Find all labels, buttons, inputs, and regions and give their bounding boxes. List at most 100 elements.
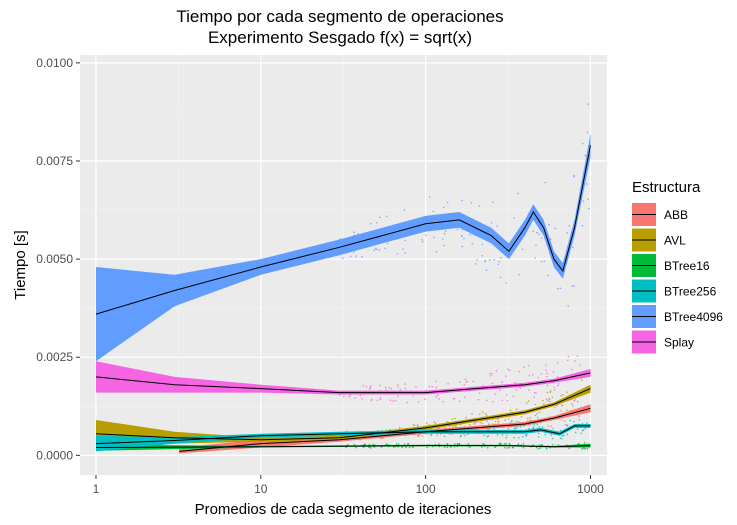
point bbox=[546, 375, 548, 378]
point bbox=[461, 199, 464, 202]
point bbox=[379, 398, 382, 401]
point bbox=[541, 399, 544, 402]
point bbox=[586, 131, 589, 134]
tick-label-x: 100 bbox=[416, 482, 436, 496]
point bbox=[407, 442, 409, 445]
point bbox=[484, 412, 487, 415]
point bbox=[401, 446, 403, 448]
point bbox=[537, 436, 540, 438]
point bbox=[456, 228, 459, 231]
point bbox=[573, 174, 575, 177]
point bbox=[390, 388, 392, 390]
point bbox=[353, 231, 355, 233]
point bbox=[438, 398, 440, 400]
point bbox=[446, 443, 449, 445]
point bbox=[463, 237, 465, 240]
point bbox=[522, 443, 525, 445]
point bbox=[343, 395, 345, 398]
point bbox=[506, 434, 508, 437]
point bbox=[556, 376, 559, 378]
point bbox=[399, 388, 402, 391]
point bbox=[433, 236, 435, 239]
point bbox=[384, 247, 386, 250]
point bbox=[342, 257, 344, 259]
point bbox=[528, 374, 531, 377]
legend-item-btree16: BTree16 bbox=[632, 254, 710, 277]
point bbox=[573, 285, 575, 287]
point bbox=[505, 436, 508, 439]
point bbox=[497, 263, 499, 266]
point bbox=[501, 399, 504, 402]
point bbox=[498, 442, 501, 445]
point bbox=[428, 195, 431, 198]
legend-label: BTree4096 bbox=[664, 310, 723, 324]
point bbox=[560, 410, 562, 412]
point bbox=[500, 257, 503, 259]
point bbox=[347, 444, 349, 446]
point bbox=[514, 382, 516, 384]
point bbox=[548, 223, 550, 226]
point bbox=[539, 447, 542, 450]
point bbox=[568, 225, 570, 227]
point bbox=[494, 393, 496, 395]
ribbon-btree4096 bbox=[96, 133, 591, 362]
point bbox=[544, 433, 547, 436]
point bbox=[464, 434, 466, 437]
point bbox=[549, 238, 552, 241]
point bbox=[458, 443, 461, 446]
point bbox=[561, 437, 563, 440]
point bbox=[485, 414, 488, 417]
point bbox=[482, 442, 484, 445]
point bbox=[567, 355, 570, 358]
point bbox=[451, 418, 454, 420]
point bbox=[550, 425, 552, 427]
point bbox=[406, 401, 408, 404]
point bbox=[389, 399, 392, 402]
legend-item-avl: AVL bbox=[632, 228, 686, 252]
point bbox=[559, 437, 562, 439]
point bbox=[516, 420, 518, 423]
point bbox=[546, 398, 548, 401]
point bbox=[394, 399, 397, 402]
point bbox=[425, 234, 427, 236]
point bbox=[435, 380, 437, 383]
point bbox=[434, 422, 437, 424]
point bbox=[578, 419, 581, 421]
point bbox=[386, 242, 389, 245]
point bbox=[578, 442, 580, 445]
point bbox=[443, 232, 446, 235]
point bbox=[574, 399, 576, 401]
point bbox=[368, 446, 370, 449]
point bbox=[384, 386, 387, 389]
point bbox=[362, 384, 365, 387]
point bbox=[415, 386, 417, 388]
point bbox=[489, 374, 492, 377]
point bbox=[566, 232, 568, 234]
point bbox=[458, 381, 461, 384]
point bbox=[583, 441, 586, 444]
point bbox=[460, 434, 462, 437]
tick-label-y: 0.0000 bbox=[36, 448, 73, 462]
point bbox=[443, 435, 446, 438]
point bbox=[417, 434, 419, 437]
point bbox=[537, 376, 540, 379]
point bbox=[424, 398, 426, 400]
point bbox=[486, 420, 488, 422]
point bbox=[561, 404, 564, 407]
point bbox=[506, 399, 509, 402]
point bbox=[411, 446, 414, 448]
point bbox=[505, 394, 508, 396]
point bbox=[549, 400, 551, 403]
point bbox=[527, 417, 529, 420]
point bbox=[392, 400, 394, 402]
point bbox=[581, 142, 584, 145]
point bbox=[404, 387, 407, 390]
point bbox=[432, 210, 434, 213]
point bbox=[368, 443, 371, 446]
point bbox=[581, 379, 583, 382]
point bbox=[441, 238, 444, 240]
point bbox=[509, 409, 512, 411]
point bbox=[491, 382, 494, 385]
point bbox=[584, 447, 586, 450]
